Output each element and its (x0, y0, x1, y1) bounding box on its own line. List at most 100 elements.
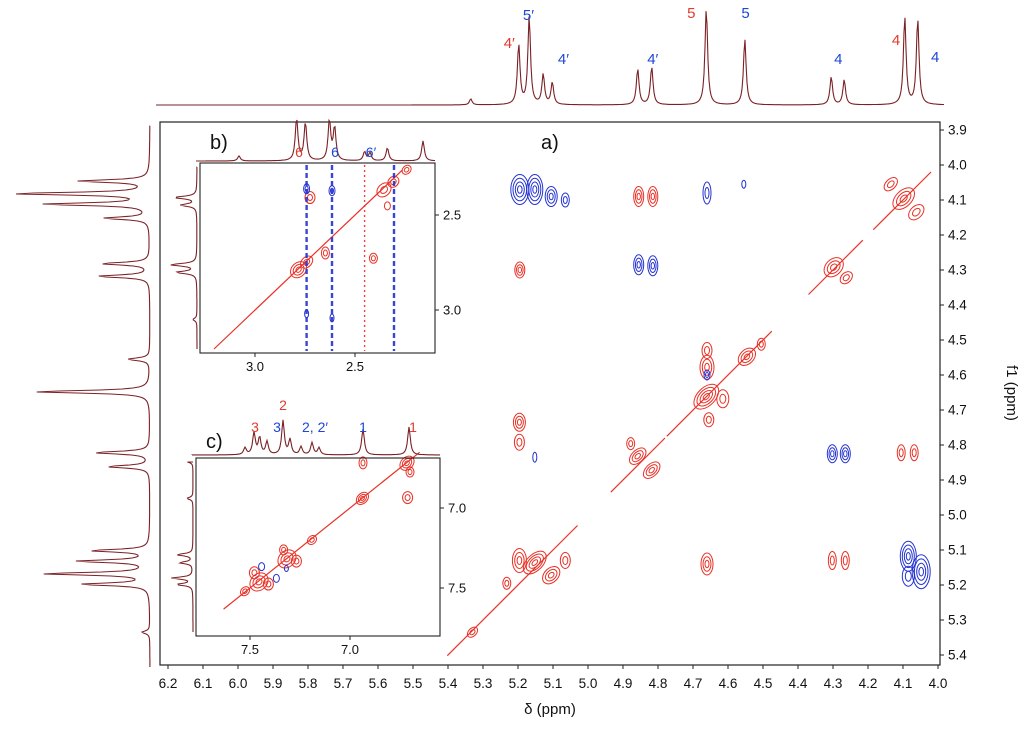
contour-ring (562, 196, 568, 204)
contour-ring (404, 460, 410, 467)
x-tick-label: 4.3 (824, 676, 843, 691)
red-cross-peak (511, 548, 527, 573)
contour-ring (826, 260, 841, 275)
contour-ring (911, 554, 931, 590)
x-tick-label: 7.5 (241, 642, 259, 657)
contour-ring (272, 573, 280, 583)
contour-ring (544, 186, 558, 207)
top-1d-trace: 4′ 5′ 4′ 4′ 5 5 4 4 4 (156, 5, 944, 106)
contour-ring (560, 192, 570, 208)
contour-ring (636, 261, 641, 269)
red-cross-peak (642, 461, 661, 479)
y-tick-label: 4.3 (948, 263, 967, 278)
contour-ring (703, 412, 715, 428)
inset-bg (200, 163, 435, 353)
y-tick-label: 2.5 (443, 208, 461, 223)
contour-ring (901, 544, 915, 569)
y-tick-label: 4.5 (948, 333, 967, 348)
red-cross-peak (513, 433, 525, 451)
contour-ring (633, 186, 645, 207)
blue-cross-peak (526, 174, 544, 205)
red-cross-peak (700, 552, 714, 576)
peak-label: 6 (295, 144, 303, 160)
x-tick-label: 7.0 (341, 642, 359, 657)
contour-ring (693, 383, 720, 410)
blue-cross-peak (544, 186, 558, 207)
inset-left-trace (170, 166, 198, 349)
contour-ring (827, 551, 837, 570)
y-tick-label: 5.0 (948, 508, 967, 523)
inset-frame (195, 457, 441, 637)
red-cross-peak (290, 554, 302, 568)
blue-cross-peak (647, 255, 659, 277)
contour-ring (303, 258, 311, 266)
blue-cross-peak (532, 451, 538, 463)
x-tick-label: 5.3 (474, 676, 493, 691)
contour-ring (895, 190, 912, 207)
contour-ring (904, 570, 912, 582)
peak-label: 4 (931, 49, 939, 66)
contour-ring (559, 552, 571, 569)
contour-ring (737, 347, 757, 366)
inset-top-trace (196, 118, 436, 162)
contour-ring (828, 447, 837, 461)
blue-cross-peak (899, 540, 917, 572)
peak-label: 6′ (366, 144, 377, 160)
contour-ring (292, 263, 305, 276)
contour-ring (839, 444, 851, 464)
contour-ring (513, 433, 525, 451)
blue-cross-peak (901, 565, 915, 587)
peak-label: 5 (741, 5, 749, 22)
contour-ring (700, 552, 714, 576)
y-tick-label: 5.3 (948, 613, 967, 628)
panel-label-b: b) (210, 132, 228, 154)
blue-cross-peak (703, 369, 711, 381)
contour-ring (514, 415, 524, 429)
contour-ring (647, 186, 659, 207)
contour-ring (293, 557, 300, 565)
peak-label: 3 (251, 419, 259, 435)
contour-ring (562, 556, 569, 565)
contour-ring (322, 249, 328, 257)
diagonal-ridge (872, 171, 932, 231)
contour-ring (843, 450, 848, 458)
red-cross-peak (626, 437, 636, 451)
contour-ring (514, 261, 526, 279)
contour-ring (650, 262, 655, 270)
contour-ring (631, 450, 644, 463)
contour-ring (903, 548, 913, 565)
main-2d-contours (446, 171, 932, 657)
contour-ring (743, 353, 751, 361)
peak-label: 4′ (504, 35, 515, 52)
y-tick-label: 4.6 (948, 368, 967, 383)
red-cross-peak (628, 447, 647, 465)
red-cross-peak (466, 626, 479, 638)
blue-cross-peak (283, 565, 289, 572)
red-cross-peak (239, 586, 251, 597)
contour-ring (290, 261, 308, 279)
contour-ring (252, 575, 266, 589)
contour-ring (283, 565, 289, 572)
contour-ring (379, 185, 389, 194)
red-cross-peak (703, 412, 715, 428)
red-cross-peak (376, 182, 392, 198)
peak-label: 1 (409, 419, 417, 435)
contour-ring (514, 552, 525, 569)
contour-ring (701, 358, 713, 376)
contour-ring (402, 491, 414, 505)
contour-ring (840, 551, 850, 570)
peak-label: 2, 2′ (302, 419, 328, 435)
contour-ring (908, 204, 925, 221)
contour-ring (258, 562, 266, 572)
contour-ring (634, 189, 643, 204)
contour-ring (357, 493, 367, 503)
y-tick-label: 4.4 (948, 298, 967, 313)
peak-label: 4′ (647, 51, 658, 68)
contour-ring (370, 255, 376, 262)
red-cross-peak (892, 187, 915, 210)
contour-ring (528, 556, 542, 569)
contour-ring (628, 447, 647, 465)
red-cross-peak (262, 577, 274, 591)
red-cross-peak (514, 261, 526, 279)
y-tick-label: 5.1 (948, 543, 967, 558)
